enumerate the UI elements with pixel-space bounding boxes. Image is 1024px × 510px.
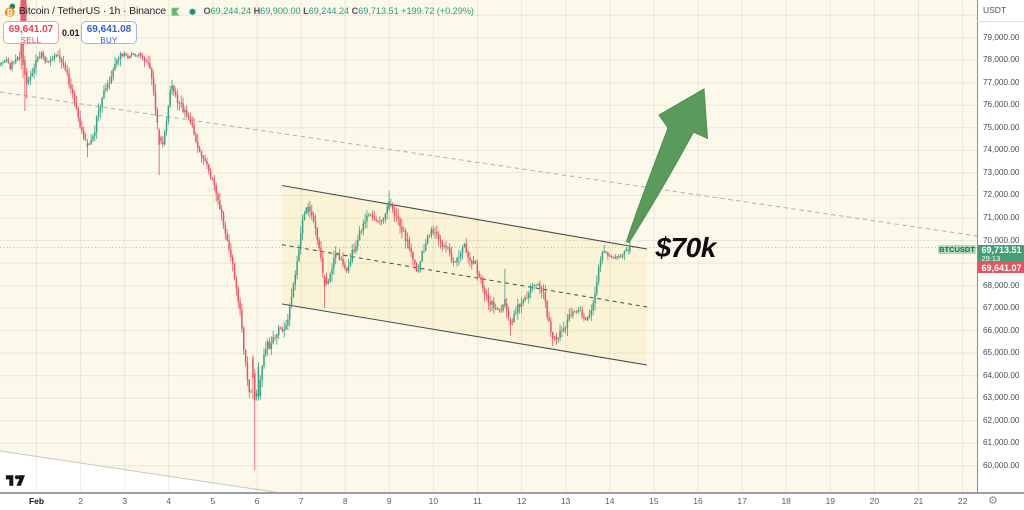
svg-text:₿: ₿ bbox=[7, 8, 14, 17]
